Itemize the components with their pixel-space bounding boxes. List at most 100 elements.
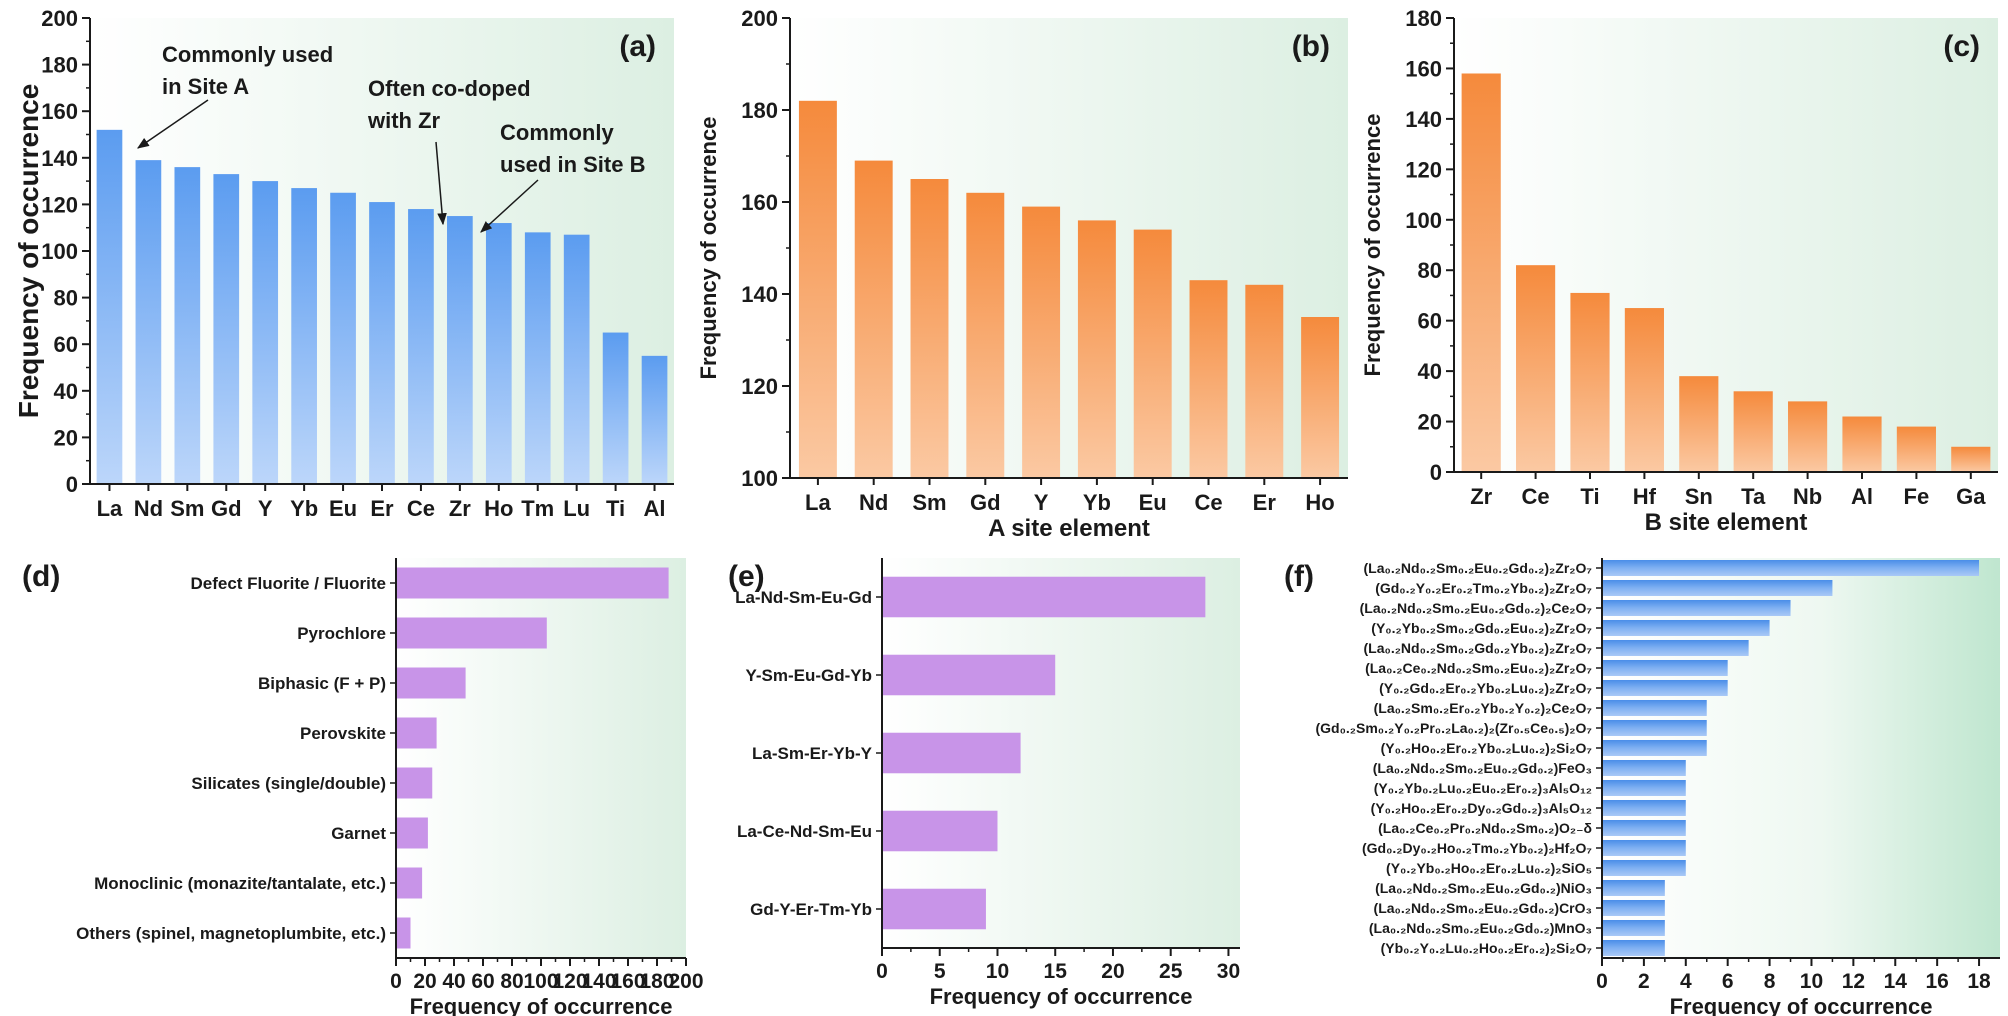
bar-a-Al [641,355,668,484]
y-axis-label: Frequency of occurrence [696,117,721,380]
x-tick-label: 16 [1925,970,1948,993]
y-tick-label: 80 [1418,258,1442,283]
bar-f-4 [1602,640,1749,656]
bar-d-1 [396,617,547,649]
bar-d-0 [396,567,669,599]
y-tick-label: 20 [54,425,78,450]
x-tick-label: Yb [290,496,318,521]
category-label: La-Nd-Sm-Eu-Gd [735,588,872,607]
bar-d-2 [396,667,466,699]
y-tick-label: 40 [54,379,78,404]
annotation-0: Commonly used in Site A [137,42,333,149]
bar-a-Yb [291,188,317,484]
x-tick-label: 5 [934,960,946,983]
x-tick-label: 15 [1044,960,1068,983]
category-label: (Gd₀.₂Y₀.₂Er₀.₂Tm₀.₂Yb₀.₂)₂Zr₂O₇ [1375,580,1592,596]
x-tick-label: Ho [1305,490,1334,515]
bar-a-Ce [408,209,434,484]
bar-f-10 [1602,760,1686,776]
x-tick-label: La [805,490,831,515]
bar-e-4 [882,888,986,930]
y-tick-label: 0 [1430,460,1442,485]
bar-b-Er [1245,284,1284,478]
y-tick-label: 140 [741,282,778,307]
bar-c-Ti [1570,292,1610,472]
category-label: (La₀.₂Ce₀.₂Nd₀.₂Sm₀.₂Eu₀.₂)₂Zr₂O₇ [1365,660,1592,676]
x-tick-label: 0 [390,970,402,993]
bar-a-Er [369,202,395,484]
x-tick-label: Ce [407,496,435,521]
annotation-2: Commonly used in Site B [480,120,645,233]
bar-c-Fe [1896,426,1936,472]
x-tick-label: 8 [1764,970,1776,993]
category-label: (La₀.₂Nd₀.₂Sm₀.₂Eu₀.₂Gd₀.₂)₂Zr₂O₇ [1364,560,1592,576]
bar-a-Nd [135,160,162,484]
category-label: (La₀.₂Ce₀.₂Pr₀.₂Nd₀.₂Sm₀.₂)O₂₋δ [1378,820,1592,836]
y-tick-label: 180 [41,53,78,78]
category-label: Garnet [331,824,386,843]
category-label: (La₀.₂Nd₀.₂Sm₀.₂Eu₀.₂Gd₀.₂)MnO₃ [1369,920,1592,936]
panel-f: (La₀.₂Nd₀.₂Sm₀.₂Eu₀.₂Gd₀.₂)₂Zr₂O₇ (Gd₀.₂Y… [1284,558,2000,1016]
x-tick-label: 14 [1884,970,1908,993]
x-axis-label: B site element [1645,509,1808,536]
x-tick-label: 140 [581,970,616,993]
x-axis-label: A site element [988,515,1150,542]
panel-label: (a) [619,30,656,63]
category-label: (Gd₀.₂Sm₀.₂Y₀.₂Pr₀.₂La₀.₂)₂(Zr₀.₅Ce₀.₅)₂… [1316,720,1593,736]
annotation-text: Commonly [500,120,614,145]
category-label: (La₀.₂Sm₀.₂Er₀.₂Yb₀.₂Y₀.₂)₂Ce₂O₇ [1374,700,1592,716]
bar-f-0 [1602,560,1980,576]
x-tick-label: Yb [1083,490,1111,515]
bar-c-Ce [1516,265,1556,472]
category-label: Biphasic (F + P) [258,674,386,693]
bar-f-6 [1602,680,1728,696]
bar-c-Nb [1788,401,1828,472]
category-label: Gd-Y-Er-Tm-Yb [750,900,872,919]
x-tick-label: 80 [500,970,523,993]
x-tick-label: 18 [1967,970,1991,993]
bar-e-2 [882,732,1021,774]
x-tick-label: Ta [1741,484,1766,509]
x-tick-label: 20 [1101,960,1124,983]
bar-f-12 [1602,800,1686,816]
category-label: Defect Fluorite / Fluorite [190,574,386,593]
x-tick-label: Zr [1470,484,1492,509]
x-tick-label: Hf [1633,484,1657,509]
bar-f-13 [1602,820,1686,836]
bar-c-Sn [1679,376,1719,472]
bar-a-Ho [485,223,512,485]
bar-b-Gd [966,192,1005,479]
x-axis-label: Frequency of occurrence [1670,994,1933,1016]
bar-f-18 [1602,920,1665,936]
bar-f-14 [1602,840,1686,856]
bar-e-0 [882,576,1206,618]
x-tick-label: Sm [912,490,946,515]
panel-e: La-Nd-Sm-Eu-Gd Y-Sm-Eu-Gd-Yb La-Sm-Er-Yb-Y… [728,558,1240,1009]
panel-b: La Nd Sm Gd Y Yb Eu Ce Er Ho 100 120 140 160 180 200 Fre… [696,6,1348,542]
x-tick-label: 2 [1638,970,1650,993]
bar-f-11 [1602,780,1686,796]
category-label: (Y₀.₂Yb₀.₂Lu₀.₂Eu₀.₂Er₀.₂)₃Al₅O₁₂ [1374,780,1592,796]
y-tick-label: 20 [1418,410,1442,435]
x-tick-label: Nd [134,496,163,521]
x-tick-label: 25 [1159,960,1183,983]
bar-a-Gd [213,174,240,485]
panel-label: (e) [728,560,765,593]
bar-f-3 [1602,620,1770,636]
panel-a: La Nd Sm Gd Y Yb Eu Er Ce Zr Ho Tm Lu Ti Al 0 20 40 60 80 10… [13,6,674,521]
x-tick-label: Al [1851,484,1873,509]
category-label: La-Ce-Nd-Sm-Eu [737,822,872,841]
category-label: Silicates (single/double) [191,774,386,793]
bar-a-Tm [524,232,551,484]
x-tick-label: 120 [552,970,587,993]
bar-c-Ta [1733,391,1773,472]
x-tick-label: Ho [484,496,513,521]
x-tick-label: Fe [1904,484,1930,509]
y-tick-label: 160 [741,190,778,215]
y-tick-label: 140 [1405,107,1442,132]
y-tick-label: 120 [41,192,78,217]
category-label: (La₀.₂Nd₀.₂Sm₀.₂Eu₀.₂Gd₀.₂)₂Ce₂O₇ [1360,600,1592,616]
y-tick-label: 40 [1418,359,1442,384]
x-tick-label: Er [370,496,394,521]
